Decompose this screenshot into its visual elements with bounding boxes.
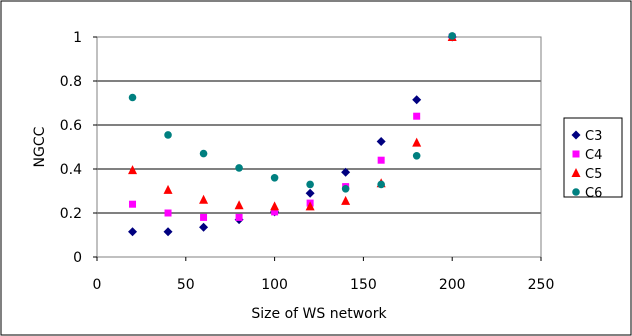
- data-point-c6: [448, 32, 457, 40]
- data-point-c5: [341, 195, 351, 205]
- data-point-c6: [341, 185, 350, 193]
- y-tick-label: 0.2: [60, 206, 82, 222]
- data-point-c4: [413, 112, 421, 120]
- data-point-c5: [234, 200, 244, 210]
- data-point-c3: [128, 227, 138, 237]
- x-tick-labels: 0 50 100 150 200 250: [93, 277, 555, 293]
- data-point-c3: [199, 222, 209, 232]
- data-point-c3: [305, 188, 315, 198]
- x-axis-title: Size of WS network: [251, 306, 387, 322]
- axis-ticks: [93, 36, 542, 261]
- x-tick-label: 100: [261, 277, 288, 293]
- data-point-c6: [270, 174, 279, 182]
- data-point-c5: [305, 201, 315, 211]
- x-tick-label: 50: [177, 277, 195, 293]
- data-point-c6: [377, 180, 385, 189]
- y-tick-label: 0.6: [60, 118, 82, 134]
- legend-marker-c4: [572, 150, 580, 158]
- plot-area-background: [97, 37, 541, 257]
- data-point-c3: [163, 227, 173, 237]
- plot-area-border: [96, 36, 542, 258]
- data-point-c3: [376, 137, 386, 146]
- x-tick-label: 150: [350, 277, 377, 293]
- data-point-c4: [129, 200, 137, 208]
- y-tick-label: 0.8: [60, 74, 82, 90]
- data-point-c6: [164, 131, 172, 139]
- data-points: [128, 32, 457, 237]
- legend-label-c4: C4: [585, 148, 602, 163]
- data-point-c4: [377, 156, 385, 164]
- data-point-c4: [271, 208, 279, 216]
- data-point-c4: [200, 213, 208, 221]
- data-point-c5: [128, 165, 138, 175]
- data-point-c5: [270, 201, 280, 211]
- x-tick-label: 200: [439, 277, 466, 293]
- data-point-c4: [235, 213, 243, 221]
- legend-marker-c3: [571, 130, 581, 140]
- data-point-c5: [199, 194, 209, 204]
- legend-label-c3: C3: [585, 129, 602, 144]
- data-point-c6: [306, 180, 314, 189]
- data-point-c5: [163, 184, 173, 194]
- data-point-c3: [412, 95, 422, 105]
- y-tick-label: 1: [73, 30, 82, 46]
- y-tick-label: 0.4: [60, 162, 82, 178]
- legend-label-c6: C6: [585, 186, 602, 201]
- data-point-c6: [128, 93, 137, 102]
- data-point-c6: [199, 149, 208, 158]
- data-point-c4: [164, 209, 172, 217]
- legend: C3 C4 C5 C6: [563, 117, 623, 201]
- data-point-c6: [412, 152, 421, 160]
- x-tick-label: 250: [528, 277, 555, 293]
- data-point-c3: [341, 167, 351, 177]
- y-axis-title: NGCC: [32, 126, 48, 167]
- legend-marker-c6: [572, 188, 580, 196]
- data-point-c6: [235, 164, 243, 172]
- y-tick-labels: 0 0.2 0.4 0.6 0.8 1: [60, 30, 82, 266]
- y-tick-label: 0: [73, 250, 82, 266]
- x-tick-label: 0: [93, 277, 102, 293]
- legend-marker-c5: [571, 168, 581, 177]
- legend-label-c5: C5: [585, 167, 602, 182]
- data-point-c5: [412, 137, 422, 147]
